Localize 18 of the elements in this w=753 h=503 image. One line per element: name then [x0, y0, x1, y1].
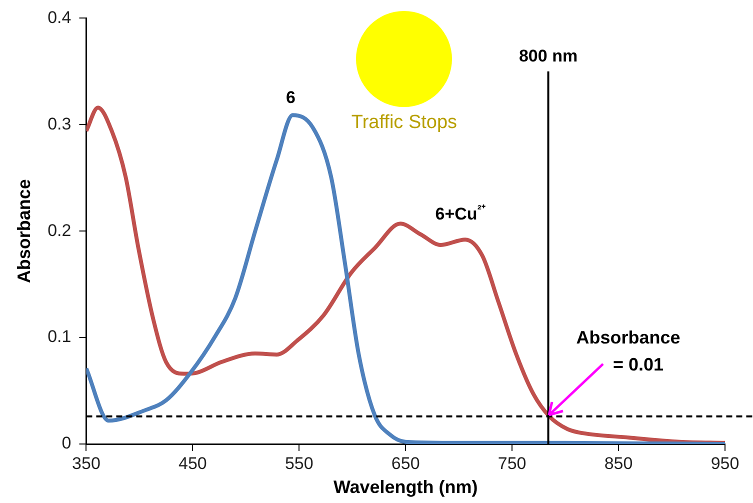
x-tick-label: 550 [284, 454, 314, 473]
annotation: Traffic Stops [351, 112, 458, 134]
y-tick-label: 0.4 [48, 8, 72, 27]
x-tick-label: 750 [498, 454, 526, 473]
y-tick-label: 0.2 [48, 220, 72, 240]
ref-line-label: 800 nm [518, 46, 578, 66]
annotation: Absorbance = 0.01 [576, 327, 680, 374]
y-axis-title: Absorbance [14, 179, 34, 284]
series-label: 6 [286, 88, 296, 108]
x-tick-label: 850 [604, 454, 633, 473]
y-tick-label: 0.1 [48, 327, 72, 346]
x-tick-label: 950 [710, 454, 740, 473]
x-tick-label: 350 [72, 454, 100, 473]
x-tick-label: 650 [391, 454, 420, 473]
x-tick-label: 450 [178, 454, 207, 473]
x-axis-title: Wavelength (nm) [333, 477, 478, 498]
y-tick-label: 0 [62, 434, 72, 453]
y-tick-label: 0.3 [48, 114, 72, 134]
